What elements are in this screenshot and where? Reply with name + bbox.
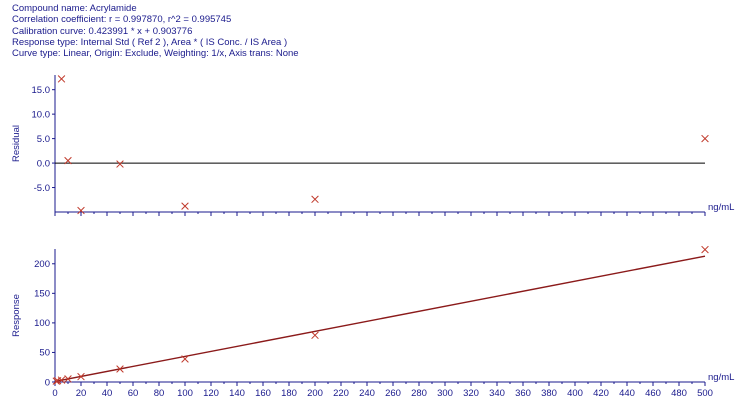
response-x-tick-label: 200 bbox=[307, 388, 323, 399]
marker-stroke bbox=[57, 376, 66, 384]
residual-unit-label: ng/mL bbox=[708, 202, 734, 213]
marker-stroke bbox=[181, 202, 189, 210]
residual-data-point bbox=[57, 75, 66, 83]
residual-y-tick-label: -5.0 bbox=[34, 183, 50, 194]
marker-stroke bbox=[64, 375, 72, 383]
marker-stroke bbox=[701, 245, 709, 254]
response-x-tick-label: 40 bbox=[102, 388, 113, 399]
residual-data-point bbox=[116, 160, 124, 168]
response-data-point bbox=[64, 375, 72, 383]
marker-stroke bbox=[57, 75, 66, 83]
response-plot: 0 50 100 150 200 0 20 40 60 80 100 120 140 160 180 200 2… bbox=[11, 245, 734, 399]
response-data-point bbox=[57, 376, 66, 384]
response-y-tick-label: 50 bbox=[39, 348, 50, 359]
response-unit-label: ng/mL bbox=[708, 372, 734, 383]
response-x-tick-label: 60 bbox=[128, 388, 139, 399]
marker-stroke bbox=[77, 206, 85, 215]
response-data-point bbox=[181, 355, 189, 363]
response-x-tick-label: 240 bbox=[359, 388, 375, 399]
response-x-tick-label: 480 bbox=[671, 388, 687, 399]
response-x-tick-label: 400 bbox=[567, 388, 583, 399]
marker-stroke bbox=[311, 331, 319, 340]
residual-data-point bbox=[701, 134, 709, 143]
response-x-tick-label: 340 bbox=[489, 388, 505, 399]
response-x-tick-label: 260 bbox=[385, 388, 401, 399]
residual-data-point bbox=[311, 195, 319, 204]
response-x-tick-label: 440 bbox=[619, 388, 635, 399]
marker-stroke bbox=[52, 377, 61, 385]
response-y-tick-label: 200 bbox=[34, 259, 50, 270]
residual-y-tick-label: 5.0 bbox=[37, 134, 50, 145]
compound-name: Compound name: Acrylamide bbox=[12, 3, 137, 14]
curve-type: Curve type: Linear, Origin: Exclude, Wei… bbox=[12, 48, 299, 60]
marker-stroke bbox=[64, 156, 72, 165]
report-header: Compound name: Acrylamide Correlation co… bbox=[12, 3, 299, 59]
residual-y-tick-label: 15.0 bbox=[32, 85, 51, 96]
response-x-tick-label: 320 bbox=[463, 388, 479, 399]
calibration-curve: Calibration curve: 0.423991 * x + 0.9037… bbox=[12, 25, 193, 37]
response-y-tick-label: 100 bbox=[34, 318, 50, 329]
correlation-coefficient: Correlation coefficient: r = 0.997870, r… bbox=[12, 14, 232, 26]
response-x-tick-label: 460 bbox=[645, 388, 661, 399]
response-x-tick-label: 160 bbox=[255, 388, 271, 399]
response-x-tick-label: 80 bbox=[154, 388, 165, 399]
response-x-tick-label: 100 bbox=[177, 388, 193, 399]
response-data-point bbox=[701, 245, 709, 254]
residual-y-label: Residual bbox=[11, 125, 22, 162]
response-x-tick-label: 20 bbox=[76, 388, 87, 399]
response-x-tick-label: 120 bbox=[203, 388, 219, 399]
response-y-tick-label: 0 bbox=[45, 377, 50, 388]
response-x-tick-label: 300 bbox=[437, 388, 453, 399]
response-x-tick-label: 140 bbox=[229, 388, 245, 399]
response-x-tick-label: 500 bbox=[697, 388, 713, 399]
response-data-point bbox=[116, 365, 124, 373]
response-data-point bbox=[311, 331, 319, 340]
marker-stroke bbox=[116, 160, 124, 168]
response-x-tick-label: 0 bbox=[52, 388, 57, 399]
response-x-tick-label: 220 bbox=[333, 388, 349, 399]
response-x-tick-label: 420 bbox=[593, 388, 609, 399]
marker-stroke bbox=[116, 365, 124, 373]
response-data-point bbox=[77, 372, 85, 381]
residual-y-tick-label: 0.0 bbox=[37, 158, 50, 169]
marker-stroke bbox=[311, 195, 319, 204]
marker-stroke bbox=[77, 372, 85, 381]
response-type: Response type: Internal Std ( Ref 2 ), A… bbox=[12, 36, 288, 48]
residual-y-tick-label: 10.0 bbox=[32, 109, 51, 120]
residual-data-point bbox=[77, 206, 85, 215]
residual-data-point bbox=[181, 202, 189, 210]
response-y-tick-label: 150 bbox=[34, 289, 50, 300]
response-x-tick-label: 380 bbox=[541, 388, 557, 399]
response-x-tick-label: 180 bbox=[281, 388, 297, 399]
response-x-tick-label: 280 bbox=[411, 388, 427, 399]
residual-plot: -5.0 0.0 5.0 10.0 15.0 ng/mL Residual bbox=[11, 75, 734, 216]
residual-data-point bbox=[64, 156, 72, 165]
marker-stroke bbox=[181, 355, 189, 363]
marker-stroke bbox=[701, 134, 709, 143]
response-y-label: Response bbox=[11, 294, 22, 337]
response-x-tick-label: 360 bbox=[515, 388, 531, 399]
response-fit-line bbox=[54, 255, 706, 383]
